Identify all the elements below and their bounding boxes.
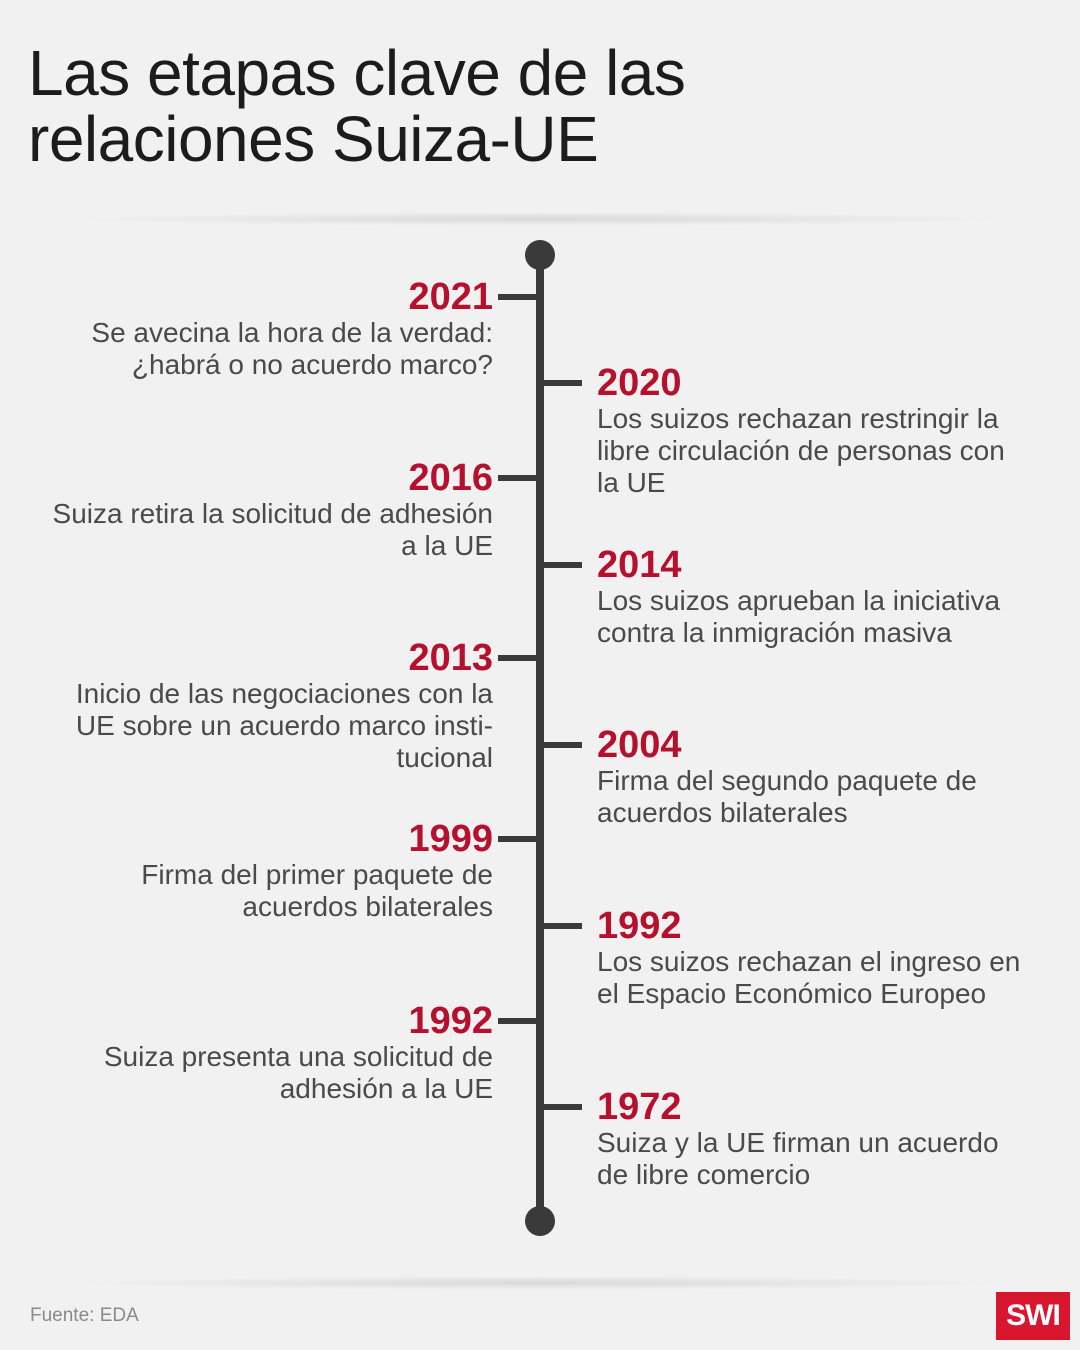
event-description: Suiza y la UE firman un acuerdo de libre… xyxy=(597,1127,999,1190)
timeline-tick xyxy=(540,742,582,748)
title-line-1: Las etapas clave de las xyxy=(28,37,686,109)
timeline-event: 2016 Suiza retira la solicitud de adhesió… xyxy=(13,458,493,562)
timeline-event: 2013 Inicio de las negociaciones con la U… xyxy=(13,638,493,774)
event-year: 1992 xyxy=(408,1000,493,1042)
event-year: 2021 xyxy=(408,276,493,318)
timeline-tick xyxy=(498,655,540,661)
event-description: Inicio de las negociaciones con la UE so… xyxy=(75,678,493,773)
event-description: Suiza presenta una solicitud de adhesión… xyxy=(103,1041,493,1104)
timeline-tick xyxy=(498,836,540,842)
event-year: 2004 xyxy=(597,724,682,766)
event-description: Se avecina la hora de la verdad: ¿habrá … xyxy=(91,317,493,380)
event-description: Los suizos rechazan restringir la libre … xyxy=(597,403,1005,498)
timeline-event: 1992 Los suizos rechazan el ingreso en el… xyxy=(597,906,1057,1010)
timeline-tick xyxy=(540,1104,582,1110)
timeline-event: 2021 Se avecina la hora de la verdad: ¿ha… xyxy=(13,277,493,381)
event-description: Firma del segundo paquete de acuerdos bi… xyxy=(597,765,977,828)
timeline-tick xyxy=(498,1018,540,1024)
timeline-tick xyxy=(498,475,540,481)
event-description: Firma del primer paquete de acuerdos bil… xyxy=(141,859,493,922)
event-description: Los suizos aprueban la iniciativa contra… xyxy=(597,585,1001,648)
timeline-tick xyxy=(540,380,582,386)
timeline-event: 1999 Firma del primer paquete de acuerdos… xyxy=(13,819,493,923)
event-description: Los suizos rechazan el ingreso en el Esp… xyxy=(597,946,1021,1009)
title-line-2: relaciones Suiza-UE xyxy=(28,103,599,175)
event-year: 2014 xyxy=(597,544,682,586)
event-year: 1999 xyxy=(408,818,493,860)
source-note: Fuente: EDA xyxy=(30,1305,139,1326)
header-divider xyxy=(60,212,1020,226)
event-year: 2016 xyxy=(408,457,493,499)
event-description: Suiza retira la solicitud de adhesión a … xyxy=(52,498,493,561)
footer-divider xyxy=(60,1276,1020,1290)
timeline-start-dot xyxy=(525,240,555,270)
timeline-event: 2004 Firma del segundo paquete de acuerdo… xyxy=(597,725,1057,829)
timeline-tick xyxy=(540,562,582,568)
timeline-event: 1992 Suiza presenta una solicitud de adhe… xyxy=(13,1001,493,1105)
timeline-spine xyxy=(536,254,544,1222)
event-year: 2020 xyxy=(597,362,682,404)
page-title: Las etapas clave de las relaciones Suiza… xyxy=(28,37,686,175)
swi-logo: SWI xyxy=(996,1292,1070,1340)
timeline-event: 1972 Suiza y la UE firman un acuerdo de l… xyxy=(597,1087,1057,1191)
timeline-end-dot xyxy=(525,1206,555,1236)
event-year: 1972 xyxy=(597,1086,682,1128)
timeline-tick xyxy=(540,923,582,929)
event-year: 1992 xyxy=(597,905,682,947)
timeline-event: 2014 Los suizos aprueban la iniciativa co… xyxy=(597,545,1057,649)
timeline-event: 2020 Los suizos rechazan restringir la li… xyxy=(597,363,1057,499)
event-year: 2013 xyxy=(408,637,493,679)
timeline-tick xyxy=(498,294,540,300)
